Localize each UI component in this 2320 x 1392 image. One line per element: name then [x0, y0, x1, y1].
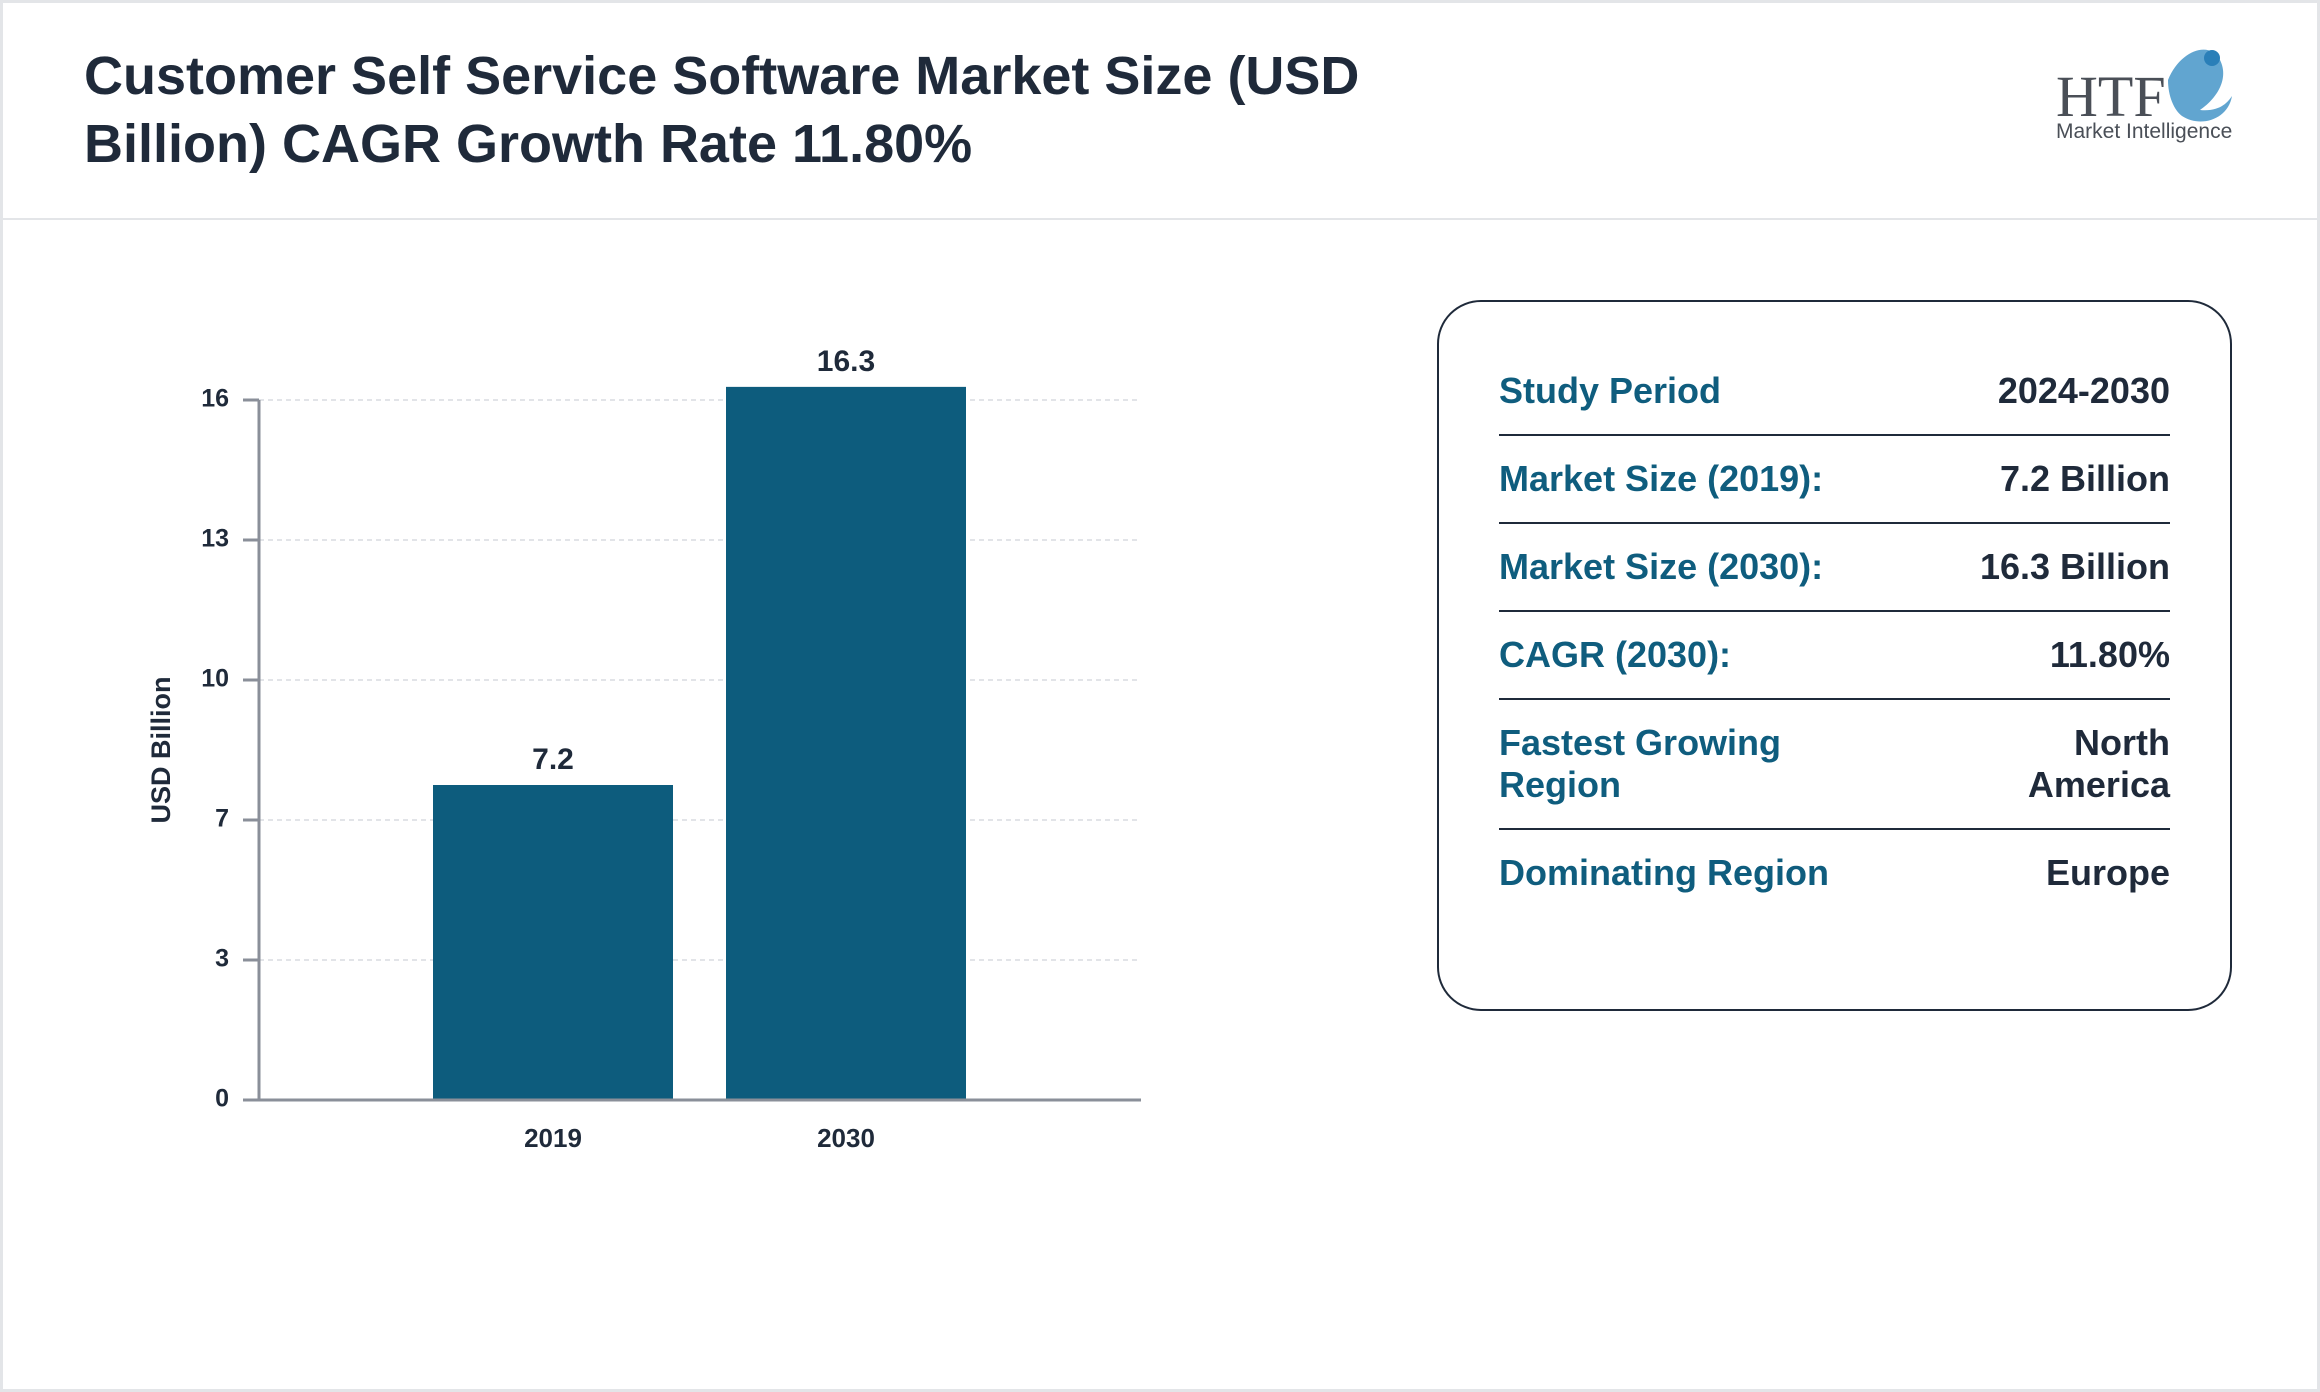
page-title: Customer Self Service Software Market Si… [84, 46, 1360, 174]
info-value: 7.2 Billion [1999, 458, 2170, 499]
info-row: CAGR (2030): 11.80% [1499, 612, 2170, 700]
info-value: 11.80% [2049, 634, 2170, 675]
info-row: Study Period 2024-2030 [1499, 348, 2170, 436]
info-row: Fastest Growing Region North America [1499, 700, 2170, 830]
info-row: Market Size (2030): 16.3 Billion [1499, 524, 2170, 612]
info-value: North America [2027, 722, 2170, 805]
y-tick-label: 10 [201, 665, 229, 693]
logo-swoosh [2168, 49, 2232, 122]
y-tick-label: 0 [215, 1085, 229, 1113]
logo: HTF Market Intelligence [2056, 49, 2232, 143]
y-axis-title: USD Billion [146, 677, 176, 824]
data-label: 7.2 [532, 743, 574, 776]
info-value: 16.3 Billion [1979, 546, 2170, 587]
y-tick-label: 16 [201, 385, 229, 413]
info-label: CAGR (2030): [1499, 634, 1732, 675]
info-label: Study Period [1499, 370, 1722, 411]
info-value: 2024-2030 [1997, 370, 2170, 411]
y-tick-label: 13 [201, 525, 229, 553]
info-label: Market Size (2030): [1499, 546, 1824, 587]
info-card: Study Period 2024-2030 Market Size (2019):… [1437, 300, 2232, 1011]
logo-tagline: Market Intelligence [2056, 120, 2232, 143]
info-label: Fastest Growing Region [1499, 722, 1782, 805]
info-value: Europe [2045, 852, 2170, 893]
x-tick-label: 2030 [817, 1123, 875, 1153]
chart: USD Billion 0 3 7 10 13 16 7.2 2019 16.3 2030 [146, 345, 1141, 1153]
logo-brand: HTF [2056, 64, 2166, 129]
bar [726, 386, 966, 1100]
logo-dot [2204, 50, 2220, 66]
x-tick-label: 2019 [524, 1123, 582, 1153]
bar [433, 785, 673, 1100]
info-row: Market Size (2019): 7.2 Billion [1499, 436, 2170, 524]
data-label: 16.3 [817, 345, 875, 378]
info-label: Dominating Region [1499, 852, 1829, 893]
y-tick-label: 3 [215, 945, 229, 973]
info-row: Dominating Region Europe [1499, 830, 2170, 916]
y-tick-label: 7 [215, 805, 229, 833]
info-label: Market Size (2019): [1499, 458, 1824, 499]
header-divider [3, 218, 2317, 220]
